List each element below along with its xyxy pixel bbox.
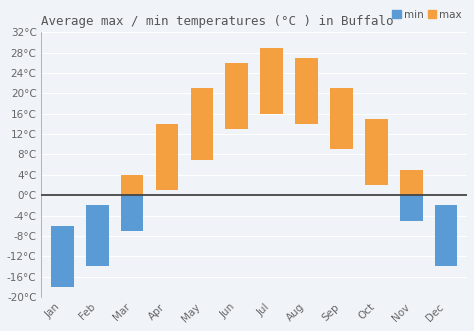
- Bar: [400, 195, 423, 221]
- Bar: [365, 119, 388, 185]
- Bar: [330, 88, 353, 149]
- Bar: [86, 206, 109, 266]
- Bar: [121, 175, 144, 195]
- Bar: [51, 226, 73, 287]
- Text: Average max / min temperatures (°C ) in Buffalo: Average max / min temperatures (°C ) in …: [41, 15, 394, 28]
- Bar: [155, 124, 178, 190]
- Bar: [260, 48, 283, 114]
- Bar: [226, 63, 248, 129]
- Legend: min, max: min, max: [388, 6, 466, 24]
- Bar: [435, 206, 457, 266]
- Bar: [51, 226, 73, 287]
- Bar: [191, 88, 213, 160]
- Bar: [86, 206, 109, 266]
- Bar: [121, 195, 144, 231]
- Bar: [400, 170, 423, 195]
- Bar: [435, 206, 457, 266]
- Bar: [295, 58, 318, 124]
